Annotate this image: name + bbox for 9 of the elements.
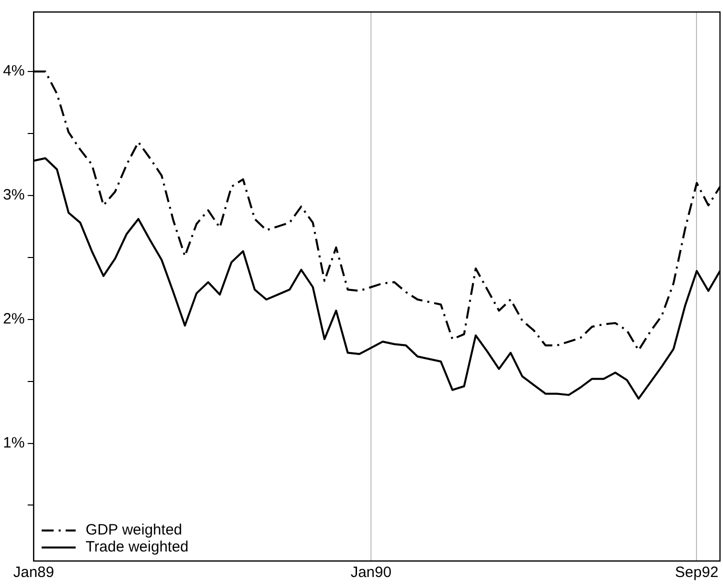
x-tick-label: Jan89: [13, 564, 54, 582]
y-tick-label: 4%: [2, 62, 25, 80]
legend-label: GDP weighted: [86, 522, 182, 539]
y-tick-label: 3%: [2, 186, 25, 204]
x-tick-label: Sep92: [675, 564, 718, 582]
legend-label: Trade weighted: [86, 538, 189, 556]
y-tick-label: 1%: [2, 434, 25, 452]
x-tick-label: Jan90: [350, 564, 392, 582]
y-tick-label: 2%: [2, 310, 25, 328]
